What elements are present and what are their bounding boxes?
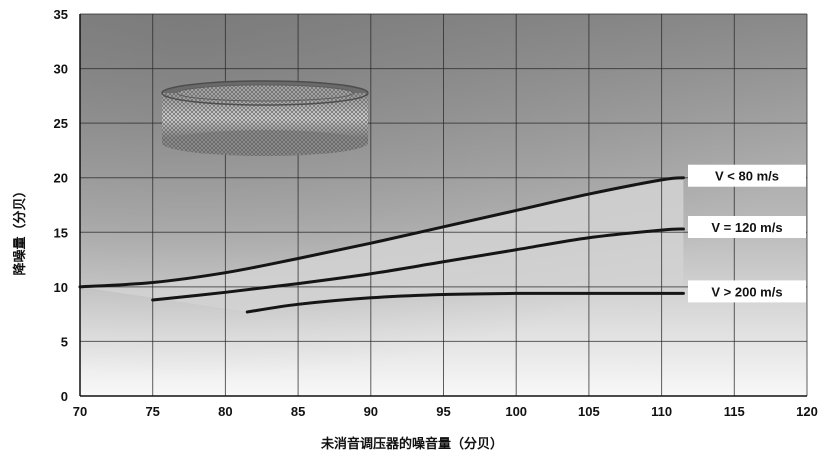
grid-lines xyxy=(79,13,808,397)
y-axis-title: 降噪量（分贝） xyxy=(12,184,28,275)
series-lines xyxy=(78,176,685,314)
series-label-box xyxy=(688,280,806,303)
axes xyxy=(79,14,807,397)
series-labels: V < 80 m/s V = 120 m/s V > 200 m/s xyxy=(688,164,806,303)
x-tick-label: 120 xyxy=(796,404,818,419)
x-tick-label: 105 xyxy=(578,404,600,419)
y-tick-label: 10 xyxy=(54,280,68,295)
x-tick-label: 75 xyxy=(145,404,159,419)
series-line-2 xyxy=(151,227,685,302)
y-tick-label: 5 xyxy=(61,334,68,349)
x-axis-title: 未消音调压器的噪音量（分贝） xyxy=(320,436,503,452)
tick-labels: 70 75 80 85 90 95 100 105 110 115 120 0 5 10 15 20 25 30 3… xyxy=(54,7,818,419)
series-label-box xyxy=(688,164,806,187)
envelope-area xyxy=(80,177,684,312)
series-label-1: V < 80 m/s xyxy=(715,169,779,184)
series-line-1 xyxy=(78,176,685,289)
y-tick-label: 25 xyxy=(54,116,68,131)
y-tick-label: 20 xyxy=(54,171,68,186)
series-line-3 xyxy=(245,291,685,314)
x-tick-label: 115 xyxy=(724,404,745,419)
series-label-2: V = 120 m/s xyxy=(711,220,782,235)
x-tick-label: 100 xyxy=(505,404,527,419)
x-tick-label: 95 xyxy=(436,404,450,419)
y-tick-label: 35 xyxy=(54,7,68,22)
x-tick-label: 80 xyxy=(218,404,232,419)
x-tick-label: 70 xyxy=(73,404,87,419)
series-label-box xyxy=(688,216,806,239)
envelope-fill xyxy=(80,177,684,312)
x-tick-label: 85 xyxy=(291,404,305,419)
silencer-photo xyxy=(161,80,369,156)
y-tick-label: 15 xyxy=(54,225,68,240)
series-label-3: V > 200 m/s xyxy=(711,284,782,299)
x-tick-label: 110 xyxy=(651,404,672,419)
y-tick-label: 0 xyxy=(61,389,68,404)
y-tick-label: 30 xyxy=(54,62,68,77)
x-tick-label: 90 xyxy=(364,404,378,419)
